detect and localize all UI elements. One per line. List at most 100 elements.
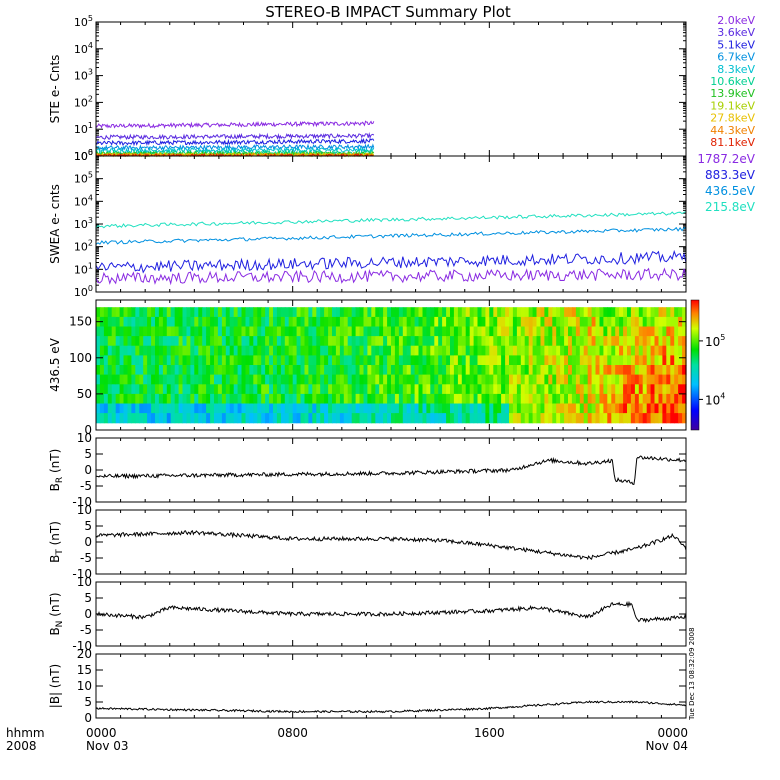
pad-cell	[225, 345, 231, 356]
pad-cell	[273, 403, 278, 414]
pad-cell	[253, 336, 258, 347]
pad-cell	[249, 384, 254, 395]
pad-cell	[155, 365, 160, 376]
pad-cell	[347, 307, 353, 318]
pad-cell	[375, 374, 380, 385]
pad-cell	[512, 336, 518, 347]
pad-cell	[430, 326, 435, 337]
pad-cell	[571, 326, 577, 337]
pad-cell	[473, 355, 479, 366]
pad-cell	[497, 403, 502, 414]
pad-cell	[540, 336, 545, 347]
pad-cell	[324, 316, 329, 328]
pad-cell	[292, 326, 298, 337]
pad-cell	[320, 345, 325, 356]
pad-cell	[225, 403, 231, 414]
pad-cell	[332, 384, 337, 395]
pad-cell	[512, 374, 518, 385]
pad-cell	[391, 336, 396, 347]
pad-cell	[367, 326, 372, 337]
pad-cell	[422, 374, 427, 385]
pad-cell	[296, 365, 302, 376]
pad-cell	[615, 316, 620, 328]
pad-cell	[485, 374, 490, 385]
pad-cell	[493, 403, 498, 414]
pad-cell	[107, 374, 113, 385]
pad-cell	[627, 365, 632, 376]
pad-cell	[394, 365, 400, 376]
pad-cell	[253, 374, 258, 385]
pad-cell	[442, 413, 447, 424]
pad-cell	[607, 326, 612, 337]
pad-cell	[658, 326, 663, 337]
pad-cell	[568, 403, 573, 414]
pad-cell	[662, 307, 667, 318]
pad-cell	[630, 413, 636, 424]
pad-cell	[339, 384, 345, 395]
pad-cell	[383, 345, 388, 356]
pad-cell	[190, 403, 195, 414]
pad-cell	[206, 384, 211, 395]
pad-cell	[438, 365, 443, 376]
pad-cell	[296, 355, 302, 366]
pad-cell	[571, 336, 577, 347]
pad-cell	[520, 384, 526, 395]
pad-cell	[607, 336, 612, 347]
pad-cell	[509, 413, 514, 424]
pad-cell	[575, 403, 581, 414]
pad-cell	[532, 345, 538, 356]
pad-cell	[410, 336, 416, 347]
pad-cell	[646, 307, 652, 318]
pad-cell	[225, 384, 231, 395]
pad-cell	[147, 345, 152, 356]
pad-cell	[465, 384, 471, 395]
pad-cell	[383, 365, 388, 376]
pad-cell	[662, 316, 667, 328]
pad-cell	[253, 355, 258, 366]
pad-cell	[509, 374, 514, 385]
pad-cell	[308, 326, 313, 337]
pad-cell	[237, 326, 243, 337]
pad-cell	[619, 316, 624, 328]
pad-cell	[135, 393, 140, 405]
pad-cell	[214, 365, 219, 376]
pad-cell	[257, 316, 262, 328]
pad-cell	[261, 374, 266, 385]
pad-cell	[155, 355, 160, 366]
pad-cell	[320, 374, 325, 385]
pad-cell	[194, 403, 199, 414]
pad-cell	[434, 316, 439, 328]
pad-cell	[288, 345, 294, 356]
pad-cell	[300, 326, 305, 337]
pad-cell	[414, 365, 420, 376]
pad-cell	[206, 393, 211, 405]
pad-cell	[170, 345, 176, 356]
pad-cell	[217, 393, 223, 405]
pad-cell	[682, 384, 687, 395]
pad-cell	[261, 355, 266, 366]
pad-cell	[607, 307, 612, 318]
pad-cell	[627, 384, 632, 395]
pad-cell	[509, 384, 514, 395]
pad-cell	[123, 355, 128, 366]
pad-cell	[162, 374, 168, 385]
pad-cell	[198, 345, 203, 356]
pad-cell	[571, 374, 577, 385]
pad-cell	[465, 413, 471, 424]
pad-cell	[320, 413, 325, 424]
pad-cell	[351, 403, 357, 414]
pad-cell	[599, 307, 604, 318]
pad-cell	[524, 413, 530, 424]
pad-cell	[579, 384, 585, 395]
pad-cell	[603, 355, 608, 366]
pad-cell	[261, 316, 266, 328]
pad-cell	[308, 374, 313, 385]
pad-cell	[237, 345, 243, 356]
pad-cell	[103, 307, 109, 318]
pad-cell	[316, 345, 321, 356]
pad-cell	[131, 326, 136, 337]
pad-cell	[383, 384, 388, 395]
pad-cell	[347, 326, 353, 337]
pad-cell	[127, 384, 132, 395]
pad-cell	[391, 403, 396, 414]
